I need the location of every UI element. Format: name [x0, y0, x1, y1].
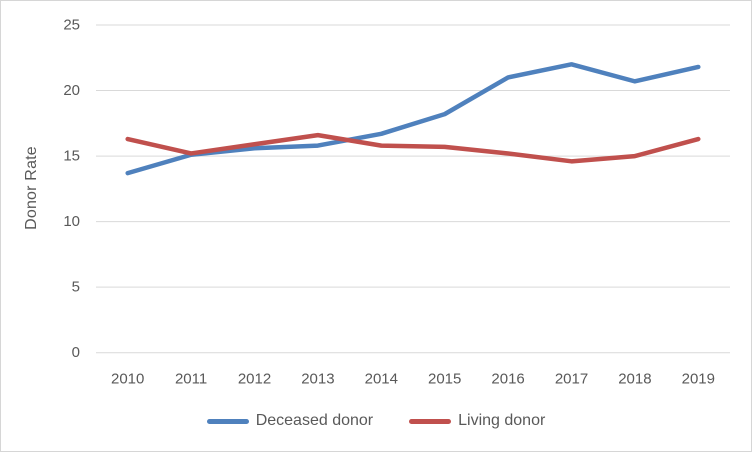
y-axis-title: Donor Rate	[23, 146, 40, 230]
legend-label: Deceased donor	[255, 412, 374, 429]
legend-line-swatch	[206, 418, 249, 424]
y-tick-label: 15	[63, 148, 80, 165]
x-tick-label: 2015	[428, 371, 461, 388]
x-tick-label: 2013	[301, 371, 334, 388]
y-tick-label: 20	[63, 82, 80, 99]
x-tick-label: 2018	[618, 371, 651, 388]
x-tick-label: 2011	[175, 371, 207, 388]
x-tick-label: 2019	[682, 371, 715, 388]
legend-item-living-donor: Living donor	[409, 412, 545, 430]
legend-label: Living donor	[458, 412, 546, 429]
chart-legend: Deceased donor Living donor	[1, 411, 751, 431]
legend-line-swatch	[409, 418, 452, 424]
x-tick-label: 2014	[365, 371, 398, 388]
x-tick-label: 2010	[111, 371, 144, 388]
x-tick-label: 2016	[491, 371, 524, 388]
y-tick-label: 10	[63, 213, 80, 230]
legend-item-deceased-donor: Deceased donor	[206, 412, 374, 430]
y-tick-label: 0	[72, 344, 80, 361]
x-tick-label: 2012	[238, 371, 271, 388]
series-line-deceased-donor	[125, 62, 701, 176]
x-tick-label: 2017	[555, 371, 588, 388]
y-tick-label: 5	[72, 279, 80, 296]
y-tick-label: 25	[63, 17, 80, 34]
series-line-living-donor	[125, 132, 701, 164]
